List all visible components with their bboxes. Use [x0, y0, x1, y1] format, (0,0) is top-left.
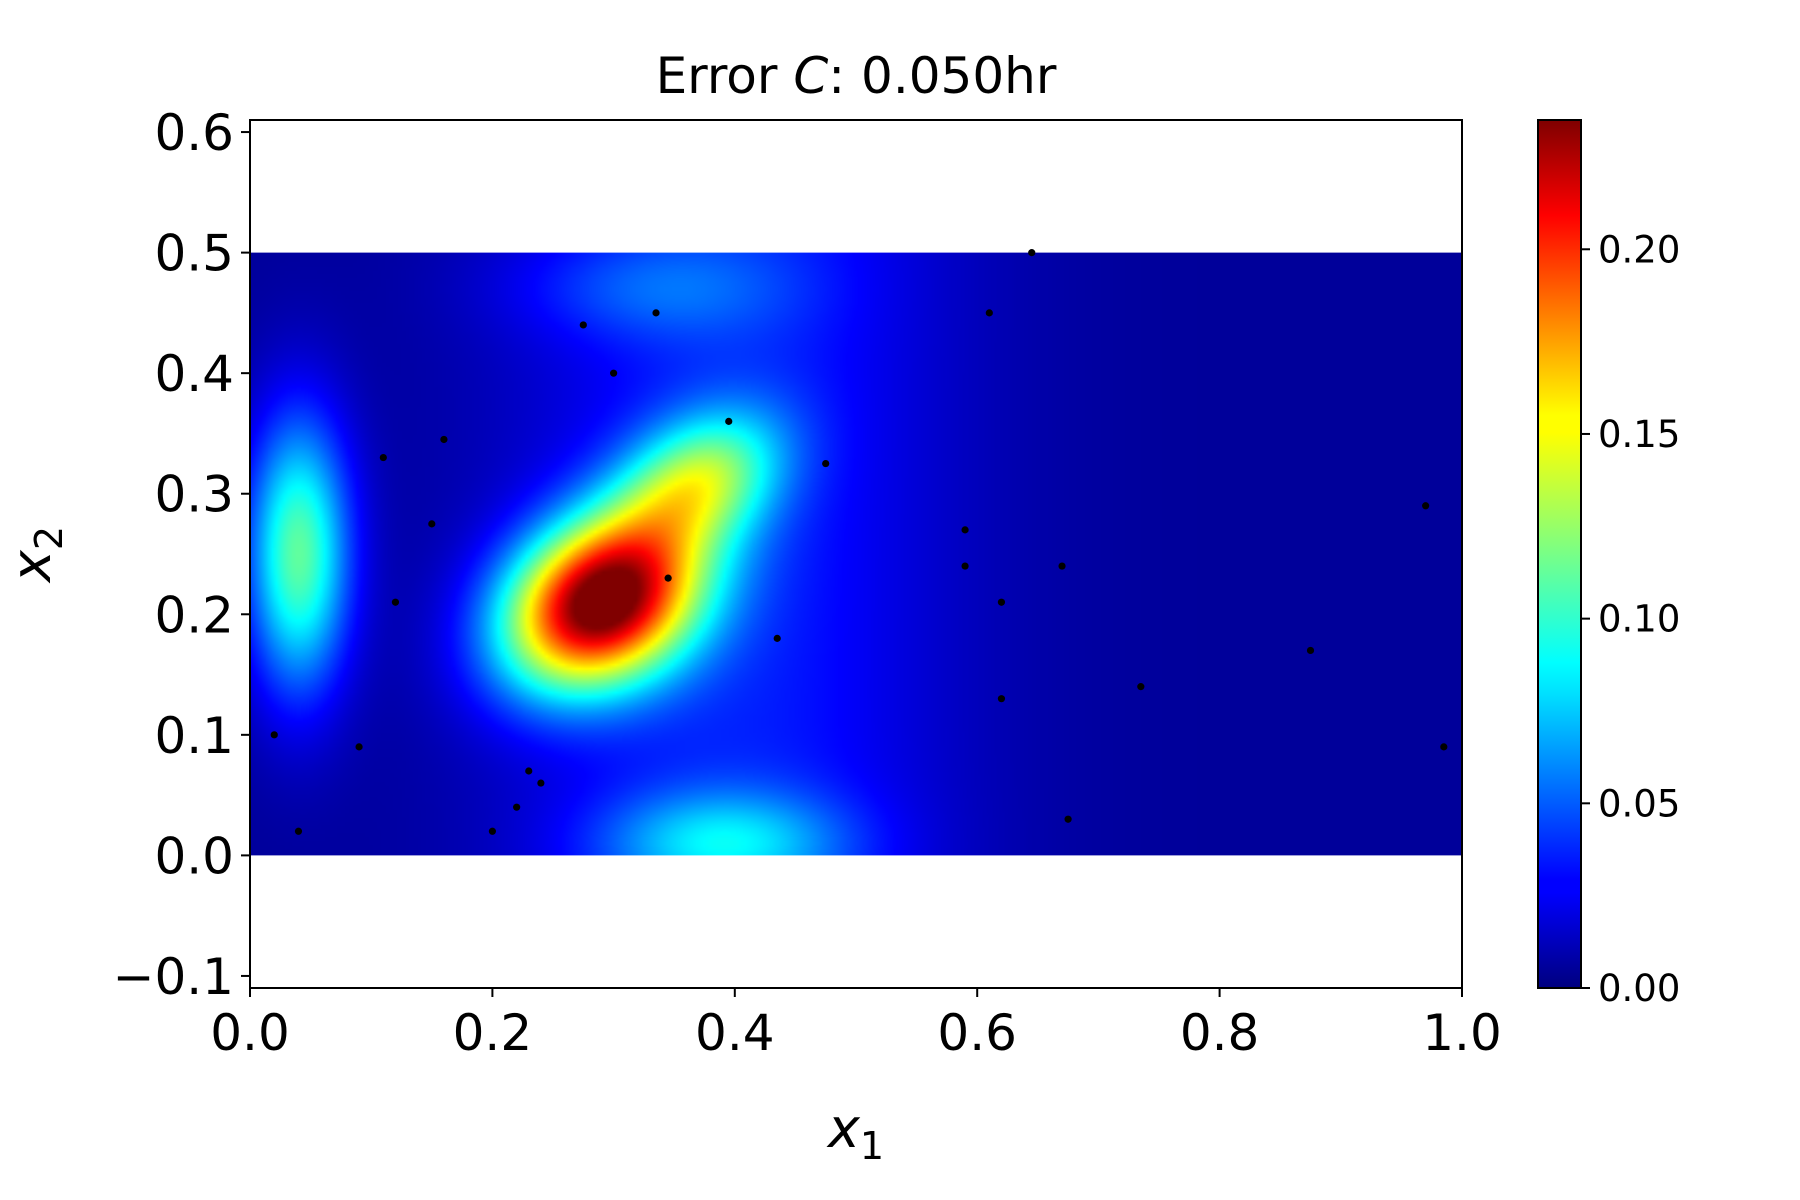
colorbar-gradient	[1537, 119, 1582, 989]
y-tick-label: 0.5	[154, 225, 234, 283]
sample-point	[440, 435, 448, 444]
sample-point	[961, 562, 969, 570]
sample-point	[997, 598, 1006, 606]
sample-point	[997, 695, 1006, 703]
x-tick-label: 0.0	[210, 1004, 290, 1062]
colorbar-tick-label: 0.15	[1598, 413, 1680, 456]
x-tick-label: 1.0	[1422, 1004, 1502, 1062]
colorbar-tick-label: 0.20	[1598, 228, 1680, 271]
plot-frame	[249, 119, 1463, 989]
colorbar-tick-label: 0.10	[1598, 598, 1680, 641]
sample-point	[1064, 815, 1072, 823]
x-axis-label: x1	[826, 1097, 884, 1168]
sample-point	[664, 574, 672, 582]
sample-point	[822, 459, 830, 468]
y-axis-label: x2	[0, 526, 71, 584]
y-tick-label: 0.2	[154, 586, 234, 644]
sample-point	[773, 634, 781, 642]
sample-point	[513, 803, 521, 811]
y-tick-label: 0.4	[154, 345, 234, 403]
sample-point	[270, 731, 278, 739]
sample-point	[610, 369, 618, 377]
sample-point	[488, 827, 496, 835]
x-tick-label: 0.4	[695, 1004, 775, 1062]
sample-point	[652, 309, 660, 317]
plot-area	[249, 119, 1463, 989]
y-tick-label: 0.3	[154, 466, 234, 524]
x-tick-label: 0.6	[937, 1004, 1017, 1062]
sample-point	[355, 743, 363, 751]
y-tick-label: 0.0	[154, 827, 234, 885]
y-tick-label: 0.1	[154, 707, 234, 765]
x-tick-label: 0.8	[1180, 1004, 1260, 1062]
colorbar: 0.00 0.05 0.10 0.15 0.20	[1537, 119, 1680, 1010]
sample-point	[379, 453, 387, 462]
colorbar-tick-label: 0.00	[1598, 967, 1680, 1010]
colorbar-tick-label: 0.05	[1598, 782, 1680, 825]
x-axis: 0.0 0.2 0.4 0.6 0.8 1.0	[210, 988, 1502, 1062]
sample-points	[270, 249, 1448, 835]
sample-point	[1137, 683, 1145, 691]
sample-point	[579, 321, 587, 329]
sample-point	[1422, 502, 1430, 510]
colorbar-ticks: 0.00 0.05 0.10 0.15 0.20	[1581, 228, 1680, 1010]
sample-point	[1440, 743, 1448, 751]
y-axis: −0.1 0.0 0.1 0.2 0.3 0.4 0.5 0.6	[113, 104, 250, 1006]
sample-point	[428, 520, 436, 528]
x-tick-label: 0.2	[453, 1004, 533, 1062]
sample-point	[537, 779, 545, 787]
sample-point	[525, 767, 533, 775]
sample-point	[1306, 646, 1315, 655]
y-tick-label: 0.6	[154, 104, 234, 162]
sample-point	[391, 598, 400, 606]
sample-point	[985, 309, 993, 317]
sample-point	[294, 827, 303, 835]
y-tick-label: −0.1	[113, 948, 234, 1006]
sample-point	[961, 526, 969, 534]
sample-point	[1028, 249, 1036, 257]
sample-point	[1058, 562, 1066, 570]
chart-title: Error C: 0.050hr	[656, 47, 1057, 105]
error-heatmap	[250, 252, 1462, 856]
sample-point	[725, 417, 733, 425]
